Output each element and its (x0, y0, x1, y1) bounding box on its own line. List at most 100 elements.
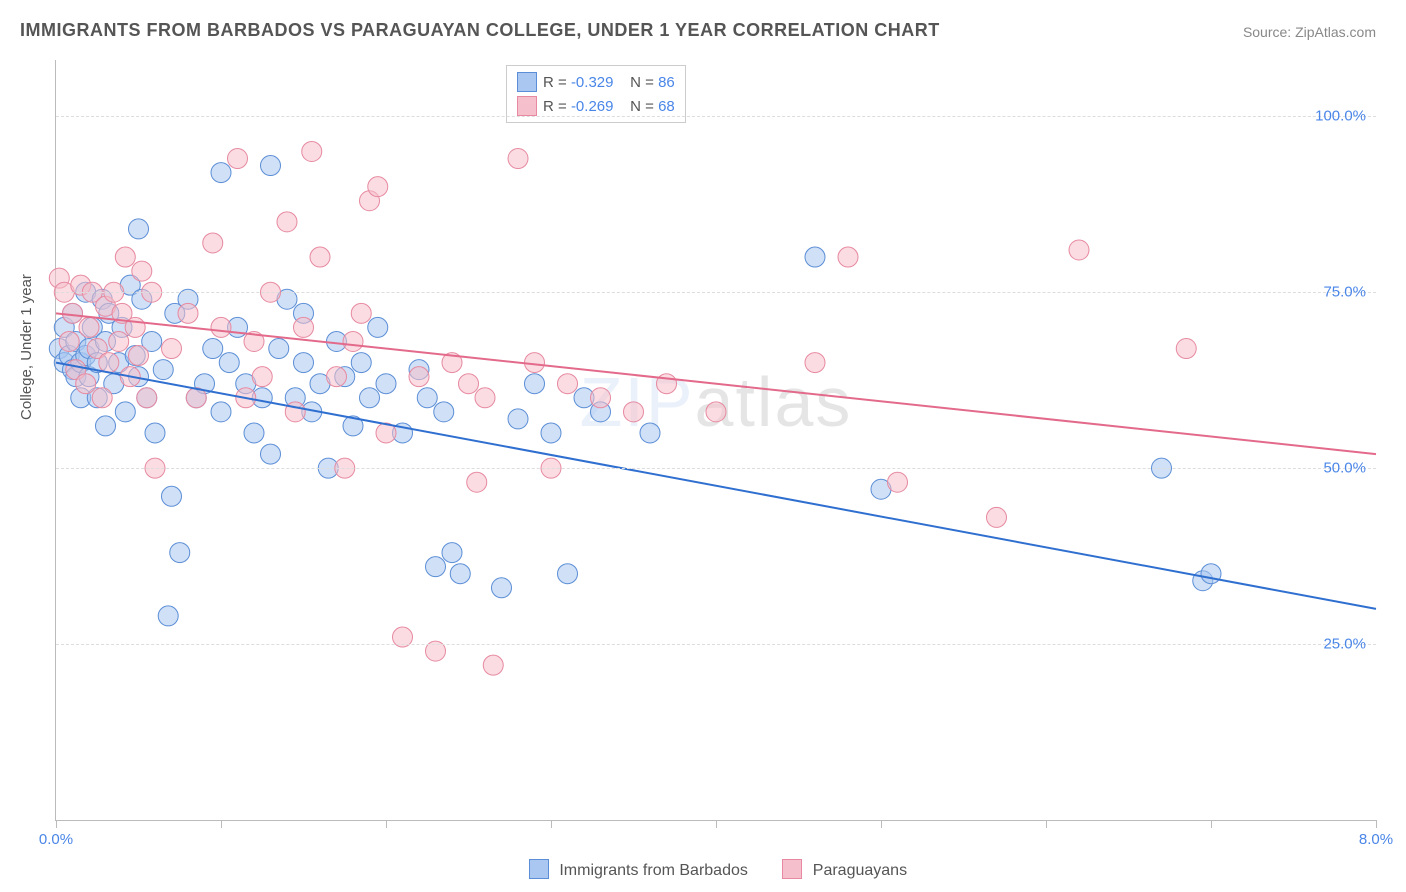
data-point (244, 423, 264, 443)
data-point (376, 374, 396, 394)
data-point (1201, 564, 1221, 584)
x-tick (221, 820, 222, 828)
x-tick-label: 8.0% (1359, 831, 1393, 848)
data-point (327, 367, 347, 387)
data-point (269, 339, 289, 359)
data-point (508, 149, 528, 169)
data-point (228, 149, 248, 169)
plot-area: ZIPatlas R = -0.329 N = 86 R = -0.269 N … (55, 60, 1376, 821)
data-point (115, 402, 135, 422)
data-point (525, 374, 545, 394)
x-tick (1376, 820, 1377, 828)
legend-bottom: Immigrants from Barbados Paraguayans (0, 859, 1406, 880)
data-point (492, 578, 512, 598)
legend-bottom-label-1: Paraguayans (813, 862, 907, 879)
data-point (59, 331, 79, 351)
legend-row-paraguayans: R = -0.269 N = 68 (517, 94, 675, 118)
data-point (343, 331, 363, 351)
y-tick-label: 50.0% (1323, 460, 1366, 477)
x-tick (716, 820, 717, 828)
data-point (1069, 240, 1089, 260)
legend-bottom-label-0: Immigrants from Barbados (559, 862, 748, 879)
data-point (805, 353, 825, 373)
x-tick (1211, 820, 1212, 828)
y-axis-label: College, Under 1 year (18, 274, 35, 420)
data-point (145, 423, 165, 443)
data-point (63, 303, 83, 323)
data-point (277, 212, 297, 232)
data-point (203, 339, 223, 359)
chart-container: IMMIGRANTS FROM BARBADOS VS PARAGUAYAN C… (0, 0, 1406, 892)
data-point (838, 247, 858, 267)
data-point (219, 353, 239, 373)
chart-title: IMMIGRANTS FROM BARBADOS VS PARAGUAYAN C… (20, 20, 940, 41)
data-point (115, 247, 135, 267)
data-point (558, 564, 578, 584)
data-point (368, 317, 388, 337)
data-point (129, 219, 149, 239)
data-point (558, 374, 578, 394)
data-point (162, 339, 182, 359)
data-point (96, 416, 116, 436)
data-point (109, 331, 129, 351)
data-point (132, 261, 152, 281)
data-point (137, 388, 157, 408)
y-tick-label: 100.0% (1315, 108, 1366, 125)
data-point (351, 353, 371, 373)
data-point (1176, 339, 1196, 359)
data-point (79, 317, 99, 337)
y-tick-label: 75.0% (1323, 284, 1366, 301)
data-point (987, 507, 1007, 527)
data-point (426, 557, 446, 577)
data-point (442, 543, 462, 563)
data-point (252, 367, 272, 387)
data-point (92, 388, 112, 408)
gridline (56, 116, 1376, 117)
data-point (591, 388, 611, 408)
data-point (178, 303, 198, 323)
data-point (360, 388, 380, 408)
data-point (261, 444, 281, 464)
x-tick (386, 820, 387, 828)
data-point (888, 472, 908, 492)
data-point (805, 247, 825, 267)
x-tick (881, 820, 882, 828)
data-point (310, 247, 330, 267)
data-point (640, 423, 660, 443)
data-point (417, 388, 437, 408)
legend-stats: R = -0.329 N = 86 R = -0.269 N = 68 (506, 65, 686, 123)
data-point (475, 388, 495, 408)
x-tick (56, 820, 57, 828)
data-point (285, 402, 305, 422)
data-point (211, 163, 231, 183)
data-point (706, 402, 726, 422)
legend-bottom-swatch-0 (529, 859, 549, 879)
data-point (261, 156, 281, 176)
data-point (467, 472, 487, 492)
gridline (56, 292, 1376, 293)
data-point (203, 233, 223, 253)
data-point (294, 317, 314, 337)
data-point (525, 353, 545, 373)
data-point (624, 402, 644, 422)
data-point (99, 353, 119, 373)
data-point (294, 353, 314, 373)
data-point (211, 402, 231, 422)
source-name: ZipAtlas.com (1295, 24, 1376, 40)
legend-bottom-swatch-1 (782, 859, 802, 879)
r-stat-barbados: R = -0.329 N = 86 (543, 74, 675, 91)
trend-line (56, 363, 1376, 609)
legend-swatch-paraguayans (517, 96, 537, 116)
data-point (302, 141, 322, 161)
data-point (483, 655, 503, 675)
data-point (450, 564, 470, 584)
data-point (129, 346, 149, 366)
data-point (508, 409, 528, 429)
data-point (459, 374, 479, 394)
data-point (158, 606, 178, 626)
x-tick (551, 820, 552, 828)
legend-swatch-barbados (517, 72, 537, 92)
data-point (153, 360, 173, 380)
x-tick (1046, 820, 1047, 828)
data-point (211, 317, 231, 337)
